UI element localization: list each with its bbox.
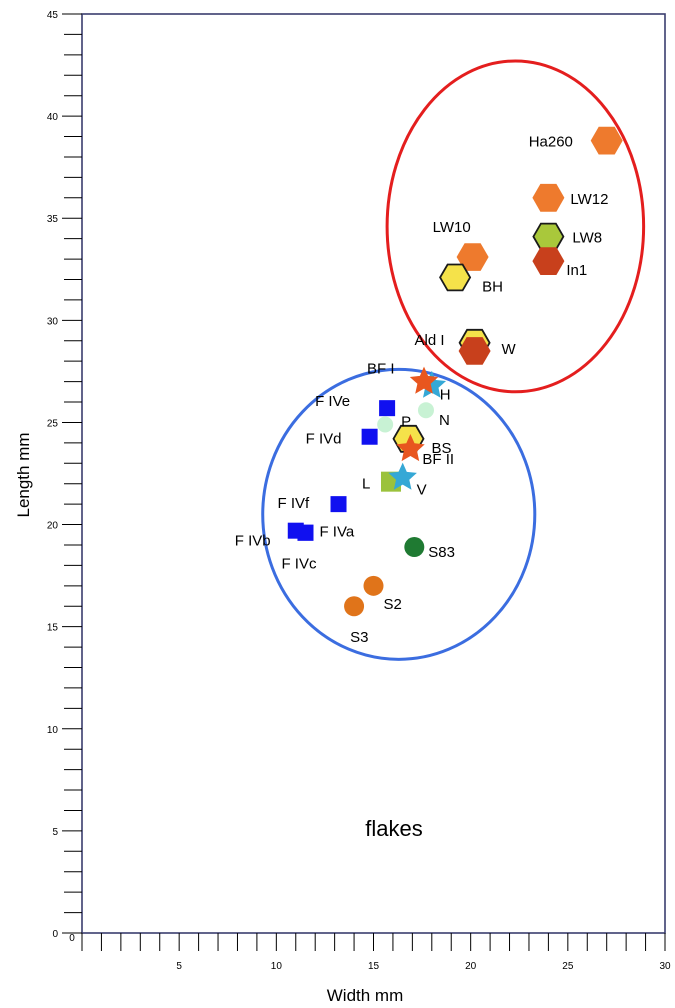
point-bf-ii	[396, 434, 425, 462]
point-label: BH	[482, 278, 503, 295]
point-lw10	[456, 243, 489, 271]
x-tick-label: 0	[69, 933, 75, 944]
point-label: F IVb	[235, 533, 271, 550]
point-label: Ald I	[415, 332, 445, 349]
point-lw8	[532, 222, 565, 251]
x-tick-label: 5	[176, 961, 182, 972]
y-axis-title: Length mm	[14, 432, 33, 517]
y-tick-label: 10	[47, 725, 59, 736]
x-tick-label: 30	[659, 961, 671, 972]
point-bf-i	[409, 366, 439, 394]
y-tick-label: 0	[52, 929, 58, 940]
point-label: S2	[384, 596, 402, 613]
chart-annotation: flakes	[365, 816, 422, 841]
point-label: F IVe	[315, 393, 350, 410]
x-tick-label: 10	[271, 961, 283, 972]
group-ellipse-1	[385, 59, 646, 394]
point-label: LW8	[572, 230, 602, 247]
point-f-ivd	[361, 428, 378, 445]
point-label: H	[440, 387, 451, 404]
point-label: N	[439, 412, 450, 429]
point-lw12	[532, 183, 565, 212]
x-axis-title: Width mm	[327, 986, 404, 1005]
point-label: F IVa	[319, 524, 354, 541]
point-f-ive	[379, 400, 396, 417]
y-tick-label: 40	[47, 112, 59, 123]
point-f-ivf	[330, 496, 347, 513]
plot-border	[81, 13, 666, 934]
point-s3	[344, 596, 365, 617]
point-in1	[532, 247, 565, 275]
point-label: In1	[566, 262, 587, 279]
point-label: V	[417, 482, 427, 499]
point-label: Ha260	[529, 134, 573, 151]
point-label: F IVf	[278, 495, 311, 512]
point-f-ivc	[297, 524, 314, 541]
point-s83	[404, 537, 425, 558]
data-points	[287, 126, 623, 617]
group-ellipse-2	[261, 367, 537, 661]
y-tick-label: 20	[47, 521, 59, 532]
point-labels: Ha260 LW12 LW8 In1 LW10 BH Ald I W H BF I N F IVe P F…	[235, 134, 609, 647]
x-tick-label: 15	[368, 961, 380, 972]
point-label: BS	[431, 440, 451, 457]
point-s2	[363, 575, 384, 596]
point-label: LW12	[570, 191, 608, 208]
point-label: LW10	[433, 219, 471, 236]
y-tick-label: 15	[47, 623, 59, 634]
point-label: F IVd	[306, 431, 342, 448]
group-ellipses	[261, 59, 646, 661]
x-tick-label: 20	[465, 961, 477, 972]
y-tick-label: 25	[47, 418, 59, 429]
y-tick-label: 45	[47, 10, 59, 21]
y-tick-label: 5	[52, 827, 58, 838]
point-p	[377, 416, 394, 433]
point-label: P	[401, 413, 411, 430]
point-n	[417, 402, 434, 419]
point-bh	[439, 263, 472, 292]
point-w	[458, 337, 491, 365]
y-tick-label: 35	[47, 214, 59, 225]
point-label: F IVc	[281, 556, 317, 573]
x-tick-label: 25	[562, 961, 574, 972]
point-v	[388, 462, 417, 490]
point-h	[417, 370, 447, 398]
point-label: BF I	[367, 361, 395, 378]
point-label: S83	[428, 544, 455, 561]
point-label: BF II	[422, 451, 454, 468]
point-label: S3	[350, 629, 368, 646]
y-tick-label: 30	[47, 316, 59, 327]
point-label: L	[362, 476, 370, 493]
plot-frame	[81, 13, 666, 934]
point-label: W	[502, 341, 517, 358]
axes: 0 5 10 15 20 25 30 35 40 45 0 5 10 15 20 25 30	[47, 10, 671, 972]
point-ha260	[590, 126, 623, 155]
